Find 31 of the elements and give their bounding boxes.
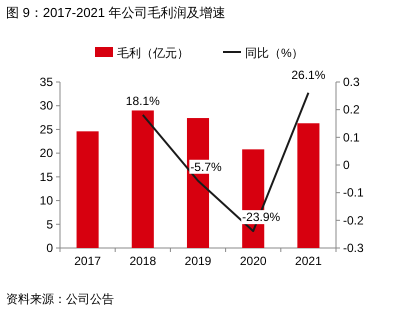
y-tick-label: 20: [40, 146, 54, 160]
y-tick-label: 15: [40, 170, 54, 184]
data-label: -5.7%: [190, 160, 222, 174]
bar: [76, 131, 99, 248]
text: 资料来源：公司公告: [6, 292, 114, 306]
y-tick-label: 10: [40, 194, 54, 208]
y2-tick-label: -0.1: [343, 186, 364, 200]
y2-tick-label: 0.3: [343, 75, 360, 89]
x-tick-label: 2018: [129, 254, 156, 268]
y-tick-label: 0: [46, 241, 54, 255]
y2-tick-label: -0.3: [343, 241, 364, 255]
x-tick-label: 2017: [74, 254, 102, 268]
y2-tick-label: 0.2: [343, 102, 360, 117]
y-tick-label: 5: [46, 217, 54, 232]
y2-tick-label: 0.1: [343, 130, 360, 144]
chart-title: 图 9：2017-2021 年公司毛利润及增速: [6, 5, 226, 20]
y-tick-label: 30: [40, 98, 54, 113]
x-tick-label: 2020: [240, 254, 267, 268]
y2-tick-label: -0.2: [343, 213, 364, 228]
data-label: 18.1%: [126, 94, 160, 108]
bar: [132, 110, 154, 248]
bar: [297, 123, 320, 248]
y-tick-label: 35: [40, 75, 54, 89]
x-tick-label: 2019: [184, 254, 212, 268]
data-label: 26.1%: [291, 68, 326, 82]
y-tick-label: 25: [40, 122, 54, 136]
data-label: -23.9%: [242, 210, 281, 224]
x-tick-label: 2021: [295, 254, 322, 268]
y2-tick-label: 0: [343, 158, 350, 172]
legend-label: 毛利（亿元）: [117, 46, 189, 60]
legend-label: 同比（%）: [245, 46, 304, 60]
